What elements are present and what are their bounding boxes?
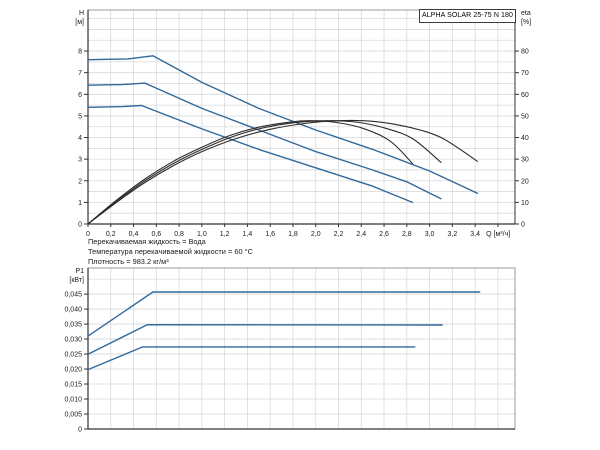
grid-lines <box>88 10 515 224</box>
note-liquid-temperature: Температура перекачиваемой жидкости = 60… <box>88 247 253 256</box>
power-curve-speed-2 <box>87 324 443 355</box>
head-curve-speed-3 <box>87 55 479 194</box>
x-axis-tick-label: 2,2 <box>334 231 344 238</box>
right-axis-title-unit: [%] <box>521 19 531 26</box>
efficiency-curve-speed-1 <box>87 120 414 225</box>
left-axis-tick-label: 8 <box>78 49 82 56</box>
left-axis-ticks: 0 0,005 0,010 0,015 0,020 0,025 0,030 0,035 0,04… <box>64 292 88 434</box>
x-axis-tick-label: 0,2 <box>106 231 116 238</box>
right-axis-tick-label: 70 <box>521 70 529 77</box>
x-axis-tick-label: 3,0 <box>425 231 435 238</box>
left-axis-tick-label: 0,010 <box>64 397 82 404</box>
left-axis-title-unit: [м] <box>75 19 84 26</box>
head-curve-speed-2 <box>87 82 442 200</box>
x-axis-tick-label: 0,8 <box>174 231 184 238</box>
right-axis-title: eta <box>521 10 531 17</box>
x-axis-tick-label: 1,6 <box>265 231 275 238</box>
left-axis-title: H <box>79 10 84 17</box>
x-axis-tick-label: 3,4 <box>470 231 480 238</box>
x-axis-tick-label: 1,8 <box>288 231 298 238</box>
right-axis-tick-label: 80 <box>521 49 529 56</box>
pump-model-label: ALPHA SOLAR 25-75 N 180 <box>421 12 514 19</box>
left-axis-tick-label: 1 <box>78 200 82 207</box>
left-axis-tick-label: 3 <box>78 157 82 164</box>
power-curve-speed-1 <box>87 346 416 371</box>
left-axis-tick-label: 2 <box>78 178 82 185</box>
left-axis-tick-label: 0,020 <box>64 367 82 374</box>
x-axis-tick-label: 1,0 <box>197 231 207 238</box>
left-axis-tick-label: 0,025 <box>64 352 82 359</box>
right-axis-tick-label: 20 <box>521 178 529 185</box>
x-axis-title: Q [м³/ч] <box>486 231 510 238</box>
left-axis-tick-label: 7 <box>78 70 82 77</box>
grid-lines <box>88 268 515 429</box>
left-axis-tick-label: 0,015 <box>64 382 82 389</box>
note-density: Плотность = 983.2 кг/м³ <box>88 257 169 266</box>
x-axis-tick-label: 0 <box>86 231 90 238</box>
right-axis-tick-label: 50 <box>521 113 529 120</box>
left-axis-tick-label: 0,030 <box>64 337 82 344</box>
pump-model-title-box: ALPHA SOLAR 25-75 N 180 <box>419 9 516 23</box>
right-axis-tick-label: 60 <box>521 92 529 99</box>
efficiency-curve-speed-2 <box>87 120 442 225</box>
right-axis-tick-label: 0 <box>521 222 525 229</box>
left-axis-tick-label: 0,005 <box>64 412 82 419</box>
x-axis-tick-label: 0,6 <box>151 231 161 238</box>
series-curves <box>87 55 479 225</box>
left-axis-title: P1 <box>75 268 84 275</box>
x-axis-tick-label: 0,4 <box>129 231 139 238</box>
right-axis-tick-label: 10 <box>521 200 529 207</box>
x-axis-tick-label: 2,4 <box>356 231 366 238</box>
x-axis-tick-label: 1,4 <box>243 231 253 238</box>
left-axis-tick-label: 6 <box>78 92 82 99</box>
fluid-notes: Перекачиваемая жидкость = Вода Температу… <box>88 237 253 267</box>
series-curves <box>87 291 481 371</box>
left-axis-ticks: 0 1 2 3 4 5 6 7 8 <box>78 49 88 229</box>
right-axis-tick-label: 40 <box>521 135 529 142</box>
power-p1-chart: 0 0,005 0,010 0,015 0,020 0,025 0,030 0,035 0,04… <box>64 267 516 434</box>
x-axis-ticks: 0 0,2 0,4 0,6 0,8 1,0 1,2 1,4 1,6 1,8 2,0 2,2 2,4 2,6… <box>86 224 510 238</box>
left-axis-tick-label: 5 <box>78 113 82 120</box>
right-axis-tick-label: 30 <box>521 157 529 164</box>
power-curve-speed-3 <box>87 291 481 337</box>
x-axis-tick-label: 2,0 <box>311 231 321 238</box>
note-pumped-liquid: Перекачиваемая жидкость = Вода <box>88 237 206 246</box>
left-axis-tick-label: 0 <box>78 222 82 229</box>
left-axis-tick-label: 0,045 <box>64 292 82 299</box>
x-axis-tick-label: 2,8 <box>402 231 412 238</box>
left-axis-tick-label: 0,040 <box>64 307 82 314</box>
left-axis-tick-label: 0,035 <box>64 322 82 329</box>
left-axis-title-unit: [кВт] <box>69 277 84 284</box>
head-curve-speed-1 <box>87 104 414 204</box>
efficiency-curve-speed-3 <box>87 119 478 225</box>
right-axis-ticks: 0 10 20 30 40 50 60 70 80 <box>515 49 529 229</box>
x-axis-tick-label: 2,6 <box>379 231 389 238</box>
left-axis-tick-label: 4 <box>78 135 82 142</box>
x-axis-tick-label: 1,2 <box>220 231 230 238</box>
left-axis-tick-label: 0 <box>78 427 82 434</box>
x-axis-tick-label: 3,2 <box>448 231 458 238</box>
